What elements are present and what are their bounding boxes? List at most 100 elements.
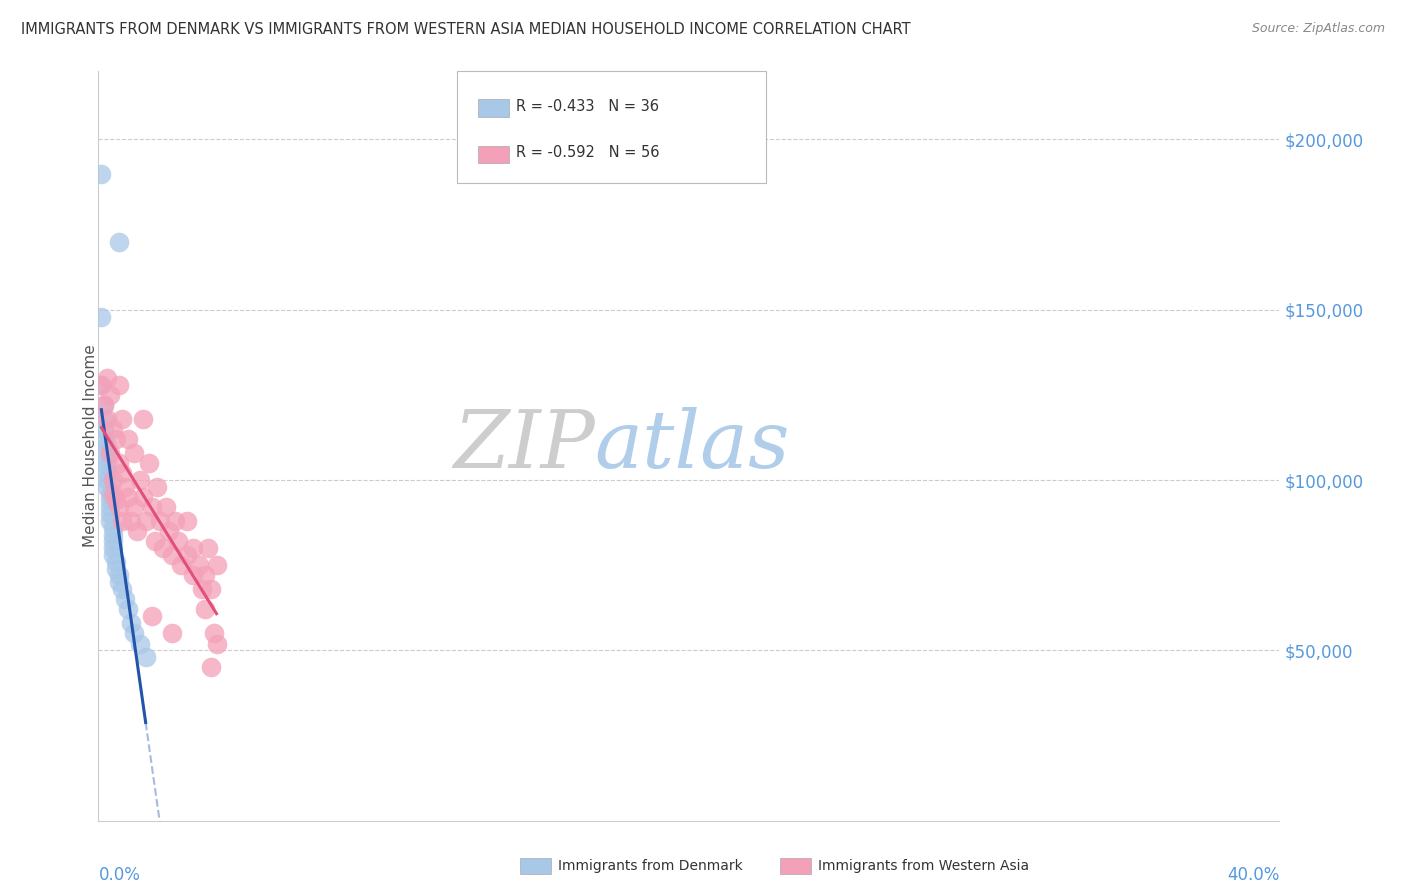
Point (103, 521, 125, 535)
Point (108, 456, 131, 470)
Point (96, 452, 118, 467)
Text: Source: ZipAtlas.com: Source: ZipAtlas.com (1251, 22, 1385, 36)
Point (96, 480, 118, 494)
Point (103, 527, 125, 541)
Point (111, 467, 134, 481)
Point (157, 524, 180, 538)
Point (187, 558, 209, 573)
Point (93, 398, 115, 412)
Point (98, 507, 121, 521)
Point (181, 541, 204, 556)
Point (197, 541, 219, 556)
Point (90, 167, 112, 181)
Point (122, 500, 145, 515)
Point (125, 524, 148, 538)
Text: Immigrants from Denmark: Immigrants from Denmark (558, 859, 742, 873)
Point (141, 609, 163, 624)
Text: R = -0.433   N = 36: R = -0.433 N = 36 (516, 99, 659, 114)
Point (205, 558, 228, 573)
Point (120, 616, 142, 631)
Point (108, 500, 131, 515)
Point (128, 636, 150, 650)
Point (122, 626, 145, 640)
Point (105, 493, 128, 508)
Point (90, 310, 112, 324)
Point (176, 548, 198, 562)
Point (93, 422, 115, 436)
Point (96, 459, 118, 474)
Point (135, 650, 157, 665)
Point (96, 371, 118, 385)
Point (103, 473, 125, 487)
Point (105, 555, 128, 569)
Point (162, 548, 183, 562)
Point (111, 411, 134, 425)
Point (93, 411, 115, 425)
Point (149, 514, 172, 528)
Point (108, 568, 131, 582)
Point (200, 660, 222, 674)
Point (108, 377, 131, 392)
Point (194, 602, 217, 616)
Point (96, 473, 118, 487)
Point (205, 636, 228, 650)
Point (103, 541, 125, 556)
Point (143, 534, 166, 549)
Point (96, 467, 118, 481)
Point (98, 446, 121, 460)
Text: R = -0.592   N = 56: R = -0.592 N = 56 (516, 145, 659, 161)
Point (146, 480, 169, 494)
Point (135, 514, 157, 528)
Point (93, 432, 115, 446)
Point (108, 575, 131, 590)
Point (162, 626, 183, 640)
Text: Immigrants from Western Asia: Immigrants from Western Asia (818, 859, 1029, 873)
Point (103, 548, 125, 562)
Point (132, 490, 155, 504)
Point (167, 534, 190, 549)
Point (194, 568, 217, 582)
Text: atlas: atlas (595, 408, 790, 484)
Point (200, 582, 222, 596)
Point (170, 558, 193, 573)
Point (165, 514, 187, 528)
Text: ZIP: ZIP (453, 408, 595, 484)
Point (111, 582, 134, 596)
Point (105, 432, 128, 446)
Text: 40.0%: 40.0% (1227, 865, 1279, 884)
Point (202, 626, 225, 640)
Point (155, 500, 177, 515)
Point (111, 514, 134, 528)
Point (114, 480, 136, 494)
Point (96, 411, 118, 425)
Point (108, 235, 131, 249)
Point (120, 514, 142, 528)
Point (114, 592, 136, 607)
Point (176, 514, 198, 528)
Point (117, 602, 139, 616)
Point (191, 582, 214, 596)
Point (181, 568, 204, 582)
Point (138, 456, 160, 470)
Point (128, 473, 150, 487)
Point (122, 446, 145, 460)
Point (98, 500, 121, 515)
Point (98, 493, 121, 508)
Point (96, 446, 118, 460)
Point (117, 432, 139, 446)
Text: 0.0%: 0.0% (98, 865, 141, 884)
Point (98, 388, 121, 402)
Point (98, 514, 121, 528)
Point (152, 541, 174, 556)
Point (103, 486, 125, 500)
Point (98, 486, 121, 500)
Point (132, 411, 155, 425)
Point (93, 398, 115, 412)
Point (103, 534, 125, 549)
Point (96, 439, 118, 453)
Point (117, 490, 139, 504)
Y-axis label: Median Household Income: Median Household Income (83, 344, 97, 548)
Point (105, 561, 128, 575)
Text: IMMIGRANTS FROM DENMARK VS IMMIGRANTS FROM WESTERN ASIA MEDIAN HOUSEHOLD INCOME : IMMIGRANTS FROM DENMARK VS IMMIGRANTS FR… (21, 22, 911, 37)
Point (141, 500, 163, 515)
